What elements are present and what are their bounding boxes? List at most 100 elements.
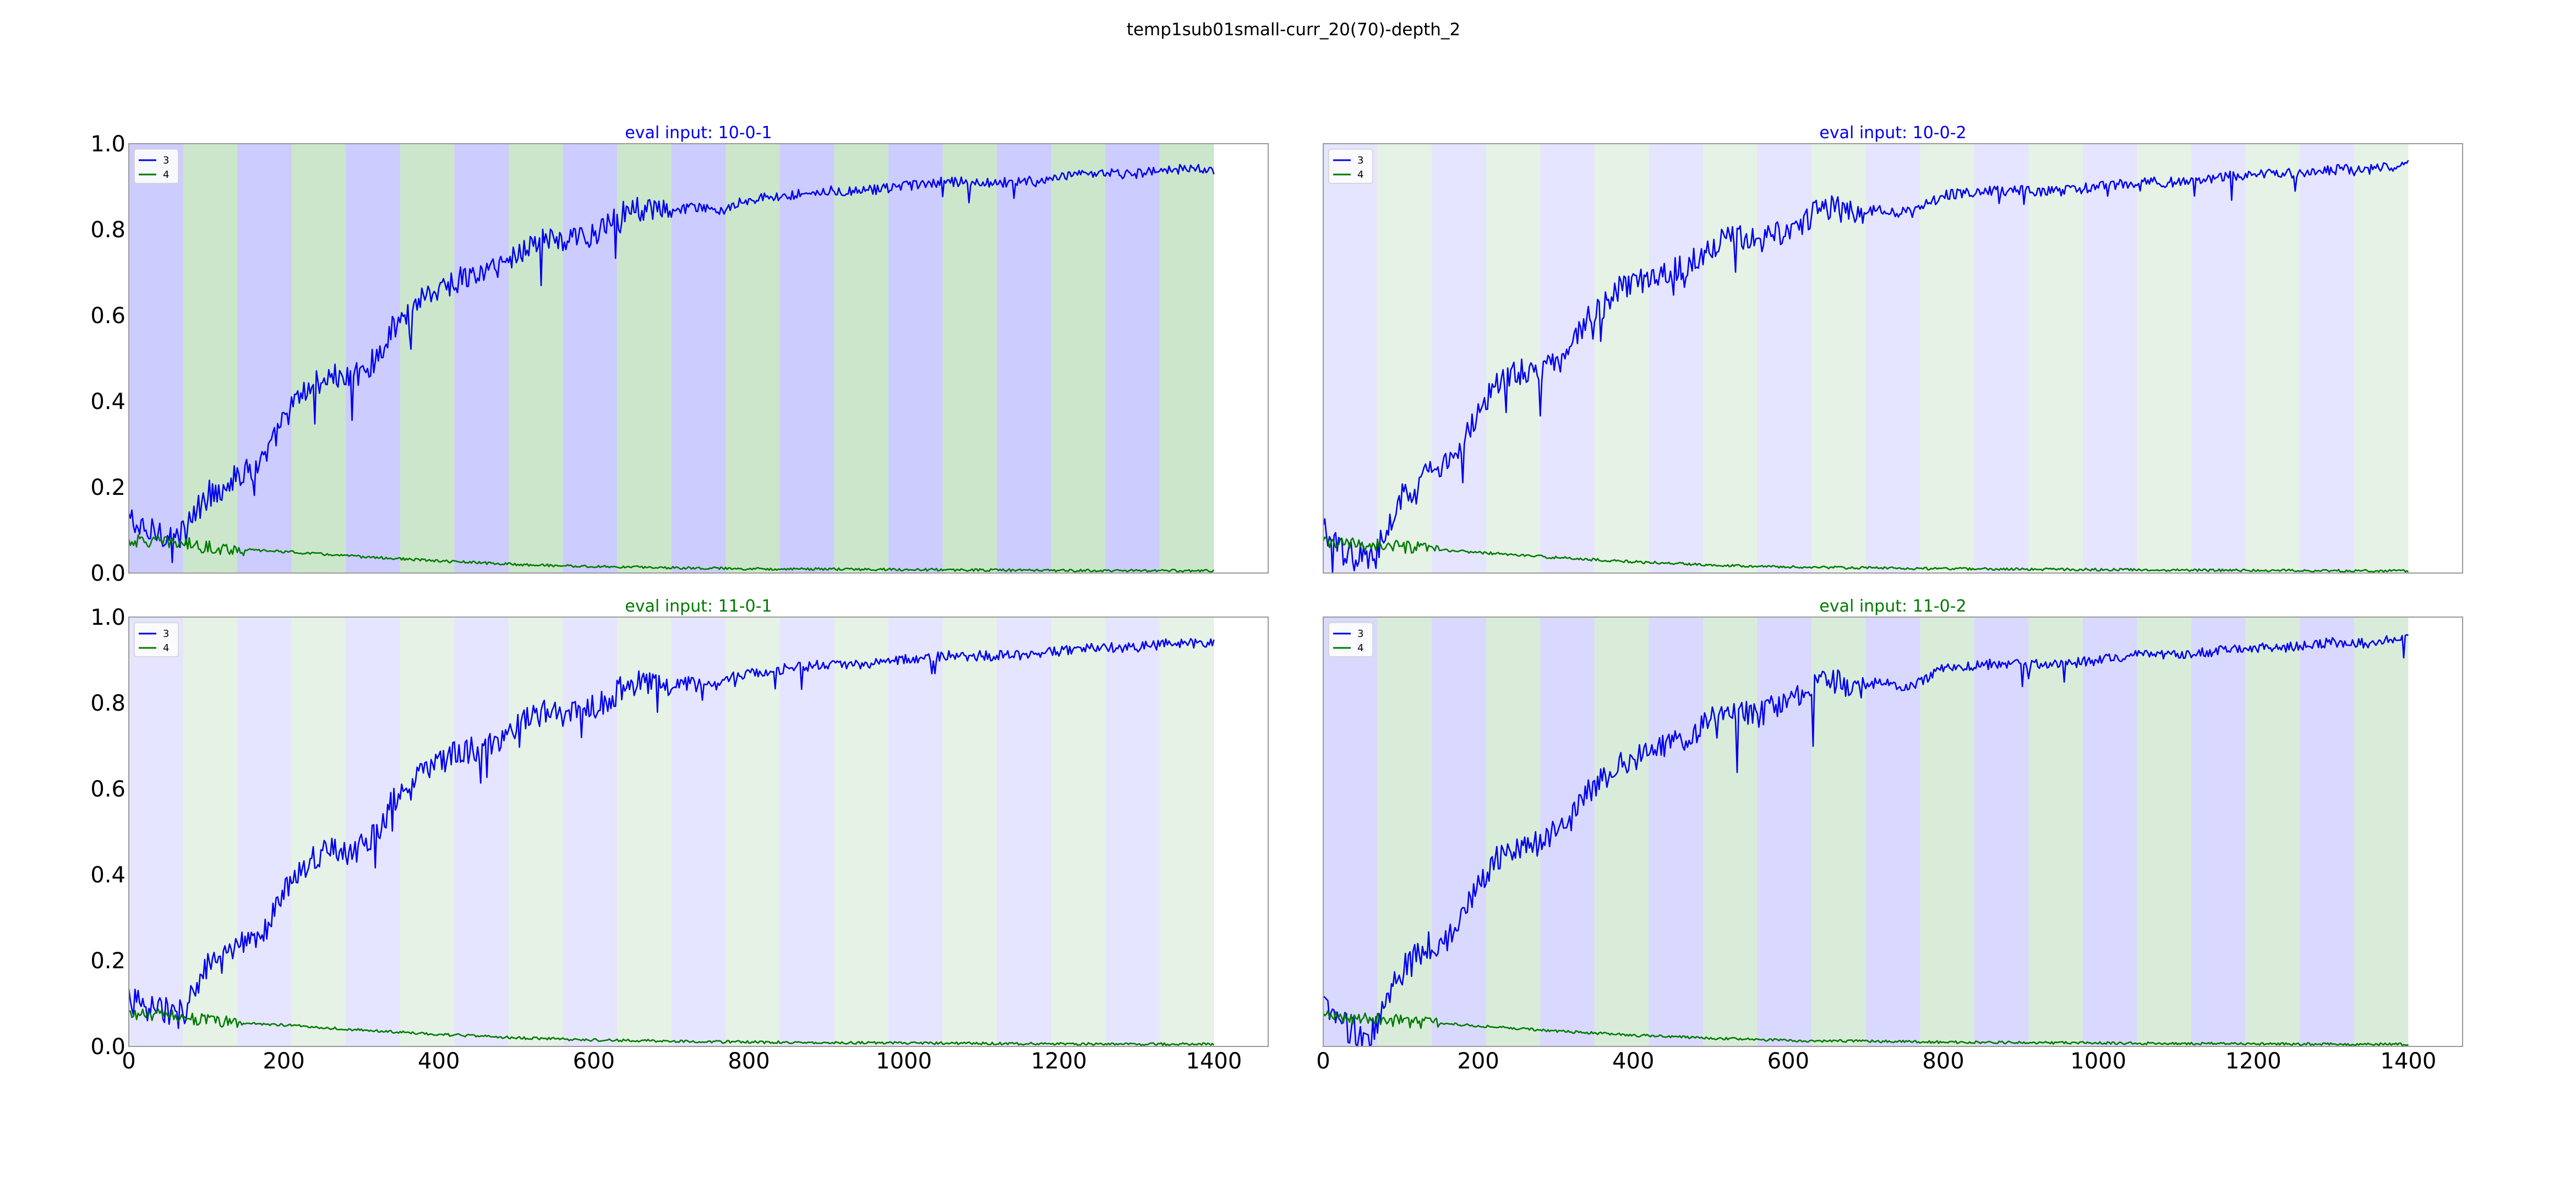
x-tick-label: 1400 [1186, 1049, 1242, 1074]
band-blue [2083, 617, 2137, 1046]
x-tick-label: 400 [1612, 1049, 1654, 1074]
series-line-4 [128, 534, 1215, 573]
legend-box [134, 622, 179, 657]
axes-frame [1323, 617, 2463, 1047]
band-green [2245, 144, 2300, 573]
band-green [291, 617, 346, 1046]
legend-label-4: 4 [1357, 169, 1363, 181]
band-blue [1865, 144, 1920, 573]
band-blue [1865, 617, 1920, 1046]
legend: 34 [134, 149, 179, 184]
band-green [1703, 617, 1758, 1046]
band-blue [1432, 144, 1486, 573]
subplot-3: eval input: 11-0-1 0.0 0.2 0.4 0.6 0.8 1.0 0 200… [90, 597, 1269, 1074]
band-green [1703, 144, 1758, 573]
subplot-title: eval input: 10-0-2 [1819, 123, 1966, 143]
band-blue [1540, 617, 1595, 1046]
band-blue [1757, 617, 1812, 1046]
band-blue [1649, 617, 1703, 1046]
band-blue [888, 144, 943, 573]
legend: 34 [1328, 622, 1373, 657]
legend-box [134, 149, 179, 184]
x-tick-label: 0 [1316, 1049, 1330, 1074]
band-green [834, 617, 888, 1046]
series-line-4 [1322, 536, 2409, 573]
band-blue [1757, 144, 1812, 573]
band-blue [1974, 617, 2029, 1046]
band-blue [563, 144, 618, 573]
legend-box [1328, 149, 1373, 184]
band-green [2137, 617, 2192, 1046]
x-tick-label: 1000 [876, 1049, 932, 1074]
band-green [1377, 144, 1432, 573]
x-tick-label: 1400 [2381, 1049, 2437, 1074]
subplot-4: eval input: 11-0-2 0 200 400 600 800 1000 1200 1… [1316, 597, 2463, 1074]
band-blue [779, 144, 834, 573]
band-green [2354, 144, 2409, 573]
band-green [2137, 144, 2192, 573]
legend-label-3: 3 [163, 628, 169, 640]
legend-label-3: 3 [1357, 628, 1363, 640]
band-blue [997, 144, 1051, 573]
band-blue [779, 617, 834, 1046]
band-blue [1432, 617, 1486, 1046]
band-blue [1105, 144, 1160, 573]
x-tick-label: 600 [1767, 1049, 1809, 1074]
band-green [1159, 144, 1214, 573]
subplot-2: eval input: 10-0-234 [1322, 123, 2463, 574]
series-line-3 [1323, 634, 2409, 1048]
y-tick-label: 0.0 [90, 1034, 125, 1060]
band-blue [1105, 617, 1160, 1046]
band-blue [671, 144, 726, 573]
y-tick-label: 1.0 [90, 605, 125, 630]
series-line-4 [1322, 1010, 2409, 1046]
band-blue [237, 617, 292, 1046]
axes-frame [128, 143, 1269, 574]
band-blue [454, 617, 509, 1046]
band-blue [997, 617, 1051, 1046]
band-blue [563, 617, 618, 1046]
band-green [942, 617, 997, 1046]
band-green [834, 144, 888, 573]
band-blue [454, 144, 509, 573]
y-tick-label: 0.8 [90, 217, 125, 243]
band-blue [2191, 144, 2246, 573]
band-blue [2300, 617, 2354, 1046]
band-green [400, 617, 455, 1046]
y-tick-label: 0.6 [90, 777, 125, 802]
axes-frame [128, 617, 1269, 1047]
subplot-title: eval input: 11-0-1 [625, 597, 772, 616]
x-tick-label: 800 [728, 1049, 769, 1074]
x-tick-label: 0 [122, 1049, 135, 1074]
y-tick-label: 0.0 [90, 561, 125, 586]
band-green [1051, 617, 1106, 1046]
band-blue [1323, 144, 1378, 573]
series-line-3 [128, 163, 1215, 564]
band-blue [1974, 144, 2029, 573]
x-tick-label: 400 [418, 1049, 460, 1074]
subplot-1: eval input: 10-0-10.00.20.40.60.81.034 [90, 123, 1269, 586]
band-blue [129, 617, 183, 1046]
band-blue [2083, 144, 2137, 573]
subplot-title: eval input: 10-0-1 [625, 123, 772, 143]
band-green [725, 617, 780, 1046]
figure-title: temp1sub01small-curr_20(70)-depth_2 [1127, 20, 1460, 40]
band-green [2245, 617, 2300, 1046]
x-tick-label: 200 [263, 1049, 304, 1074]
legend-label-4: 4 [163, 642, 169, 654]
y-tick-label: 0.4 [90, 389, 125, 414]
band-green [183, 617, 238, 1046]
band-green [1486, 144, 1541, 573]
y-tick-label: 0.8 [90, 691, 125, 716]
x-tick-label: 1200 [1031, 1049, 1087, 1074]
band-green [942, 144, 997, 573]
band-green [1594, 144, 1649, 573]
legend: 34 [1328, 149, 1373, 184]
legend-label-3: 3 [163, 155, 169, 166]
y-tick-label: 0.6 [90, 303, 125, 329]
legend: 34 [134, 622, 179, 657]
legend-label-3: 3 [1357, 155, 1363, 166]
y-tick-label: 1.0 [90, 132, 125, 157]
band-green [1811, 617, 1866, 1046]
